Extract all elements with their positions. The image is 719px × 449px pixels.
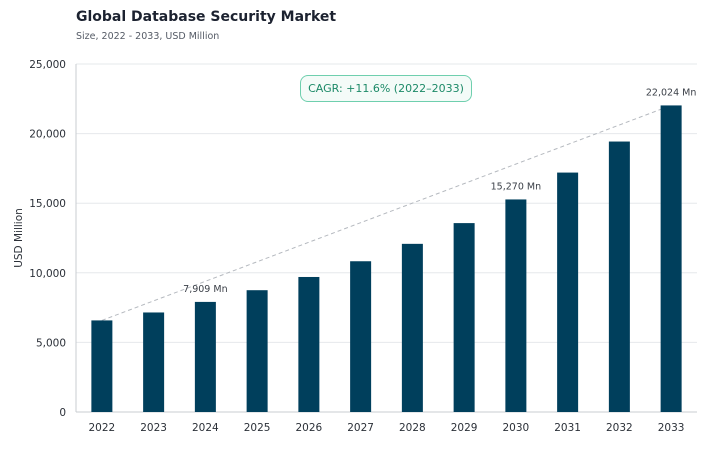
y-tick-label: 5,000 [36,337,66,349]
x-tick-label: 2028 [399,422,426,434]
x-tick-label: 2030 [503,422,530,434]
bar [557,172,579,412]
bar [194,301,216,412]
chart-subtitle: Size, 2022 - 2033, USD Million [76,31,220,42]
x-tick-label: 2031 [554,422,581,434]
bar [401,243,423,412]
x-tick-label: 2026 [296,422,323,434]
chart-title: Global Database Security Market [76,9,337,25]
bar [143,312,165,412]
x-axis-ticks: 2022 2023 2024 2025 2026 2027 2028 2029 2030 2031… [89,422,685,434]
bars [91,105,682,413]
y-axis-label: USD Million [13,208,25,268]
data-label: 15,270 Mn [491,181,541,192]
bar [453,223,475,412]
bar [91,320,113,412]
bar [505,199,527,412]
bar [298,276,320,412]
data-label: 7,909 Mn [183,284,227,295]
trend-line-path [101,104,672,321]
y-tick-label: 0 [59,407,66,419]
y-tick-label: 25,000 [29,59,66,71]
x-tick-label: 2025 [244,422,271,434]
cagr-annotation: CAGR: +11.6% (2022–2033) [300,75,472,102]
x-tick-label: 2027 [347,422,374,434]
x-tick-label: 2023 [140,422,167,434]
x-tick-label: 2032 [606,422,633,434]
gridlines [75,63,697,413]
x-tick-label: 2029 [451,422,478,434]
x-tick-label: 2033 [658,422,685,434]
y-tick-label: 10,000 [29,268,66,280]
x-tick-label: 2022 [89,422,116,434]
bar [608,141,630,412]
data-label: 22,024 Mn [646,87,696,98]
x-tick-label: 2024 [192,422,219,434]
y-tick-label: 20,000 [29,129,66,141]
bar [246,290,268,412]
bar [350,261,372,412]
y-axis-ticks: 0 5,000 10,000 15,000 20,000 25,000 [29,59,66,419]
trend-line [101,104,672,321]
y-tick-label: 15,000 [29,198,66,210]
data-labels: 7,909 Mn 15,270 Mn 22,024 Mn [183,87,696,294]
bar [660,105,682,413]
